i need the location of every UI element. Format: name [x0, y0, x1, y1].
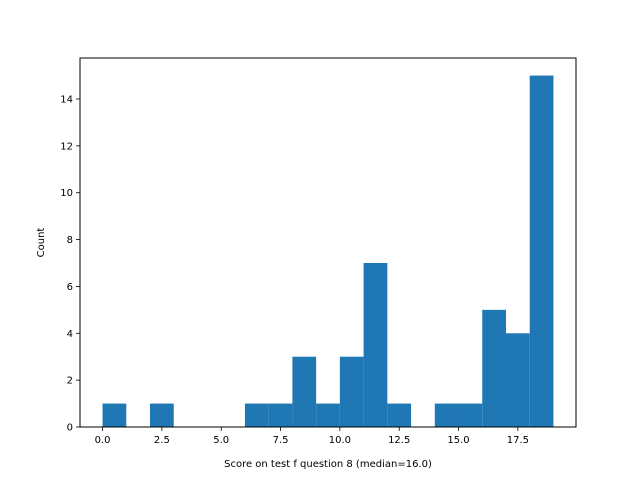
x-tick-label: 7.5 — [273, 435, 289, 446]
y-axis-ticks: 0 2 4 6 8 10 12 14 — [60, 95, 80, 434]
plot-frame — [79, 57, 577, 428]
histogram-bar-6 — [244, 403, 269, 427]
histogram-bar-16 — [482, 309, 506, 427]
histogram-bar-18 — [529, 75, 554, 428]
x-tick-label: 0.0 — [95, 435, 111, 446]
histogram-bar-9 — [316, 403, 340, 427]
histogram-bar-10 — [339, 356, 364, 427]
x-tick-label: 2.5 — [154, 435, 170, 446]
x-tick-label: 17.5 — [507, 435, 529, 446]
histogram-bar-12 — [387, 403, 412, 427]
histogram-bar-14 — [434, 403, 459, 427]
y-tick-label: 2 — [67, 376, 73, 387]
histogram-bar-7 — [268, 403, 293, 427]
x-tick-label: 12.5 — [388, 435, 410, 446]
y-tick-label: 4 — [67, 329, 73, 340]
histogram-bar-15 — [458, 403, 483, 427]
x-tick-label: 10.0 — [329, 435, 351, 446]
x-axis-ticks: 0.0 2.5 5.0 7.5 10.0 12.5 15.0 17.5 — [95, 427, 529, 446]
x-tick-label: 15.0 — [447, 435, 469, 446]
y-tick-label: 6 — [67, 282, 73, 293]
y-tick-label: 14 — [60, 95, 73, 106]
histogram-bar-8 — [292, 356, 317, 427]
histogram-bar-0 — [102, 403, 127, 427]
y-tick-label: 0 — [67, 423, 73, 434]
histogram-bar-17 — [505, 333, 530, 427]
bars-group — [102, 75, 554, 428]
histogram-bar-2 — [150, 403, 174, 427]
histogram-bar-11 — [363, 263, 388, 427]
x-tick-label: 5.0 — [213, 435, 229, 446]
y-axis-label: Count — [36, 228, 47, 258]
y-tick-label: 12 — [60, 141, 73, 152]
y-tick-label: 10 — [60, 188, 73, 199]
x-axis-label: Score on test f question 8 (median=16.0) — [224, 459, 432, 470]
y-tick-label: 8 — [67, 235, 73, 246]
